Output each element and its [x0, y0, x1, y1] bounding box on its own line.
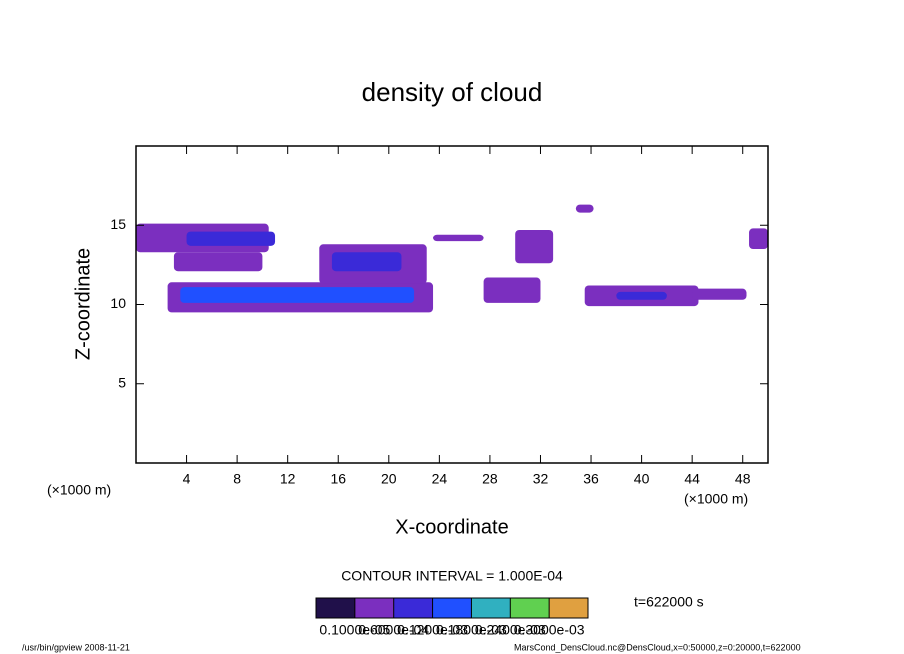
- colorbar-cell: [549, 598, 588, 618]
- cloud-region: [749, 228, 768, 250]
- colorbar-label: 0.1000e-05: [319, 622, 390, 638]
- colorbar-cell: [432, 598, 472, 618]
- x-tick-label: 36: [583, 471, 599, 487]
- contour-interval: CONTOUR INTERVAL = 1.000E-04: [341, 568, 563, 584]
- x-unit: (×1000 m): [684, 491, 748, 507]
- x-axis-label: X-coordinate: [395, 516, 508, 538]
- cloud-region: [515, 230, 554, 264]
- cloud-region: [433, 234, 484, 242]
- footer-right: MarsCond_DensCloud.nc@DensCloud,x=0:5000…: [514, 642, 801, 652]
- cloud-region: [692, 288, 747, 300]
- colorbar-label: 0.3000e-03: [514, 622, 585, 638]
- footer-left: /usr/bin/gpview 2008-11-21: [22, 642, 130, 652]
- x-tick-label: 12: [280, 471, 296, 487]
- x-tick-label: 20: [381, 471, 397, 487]
- time-label: t=622000 s: [634, 594, 704, 610]
- y-tick-label: 10: [110, 295, 126, 311]
- x-tick-label: 40: [634, 471, 650, 487]
- cloud-region: [173, 252, 263, 272]
- colorbar-cell: [354, 598, 394, 618]
- colorbar-label: 0.1200e-03: [397, 622, 468, 638]
- colorbar-cell: [510, 598, 550, 618]
- chart-title: density of cloud: [362, 77, 543, 107]
- cloud-region: [483, 277, 541, 303]
- cloud-region: [331, 252, 402, 272]
- x-tick-label: 44: [684, 471, 700, 487]
- x-tick-label: 28: [482, 471, 498, 487]
- x-tick-label: 16: [330, 471, 346, 487]
- colorbar-label: 0.6000e-04: [358, 622, 429, 638]
- cloud-region: [180, 287, 415, 303]
- cloud-region: [575, 204, 594, 213]
- x-tick-label: 4: [183, 471, 191, 487]
- colorbar-cell: [316, 598, 355, 618]
- x-tick-label: 32: [533, 471, 549, 487]
- colorbar-label: 0.2400e-03: [475, 622, 546, 638]
- colorbar-cell: [393, 598, 433, 618]
- colorbar-cell: [471, 598, 511, 618]
- y-tick-label: 15: [110, 216, 126, 232]
- colorbar-frame: [315, 597, 589, 619]
- x-tick-label: 48: [735, 471, 751, 487]
- y-axis-label: Z-coordinate: [72, 248, 94, 360]
- x-unit: (×1000 m): [47, 482, 111, 498]
- colorbar-label: 0.1800e-03: [436, 622, 507, 638]
- y-tick-label: 5: [118, 374, 126, 390]
- x-tick-label: 24: [432, 471, 448, 487]
- cloud-region: [616, 291, 667, 300]
- cloud-region: [186, 231, 276, 246]
- x-tick-label: 8: [233, 471, 241, 487]
